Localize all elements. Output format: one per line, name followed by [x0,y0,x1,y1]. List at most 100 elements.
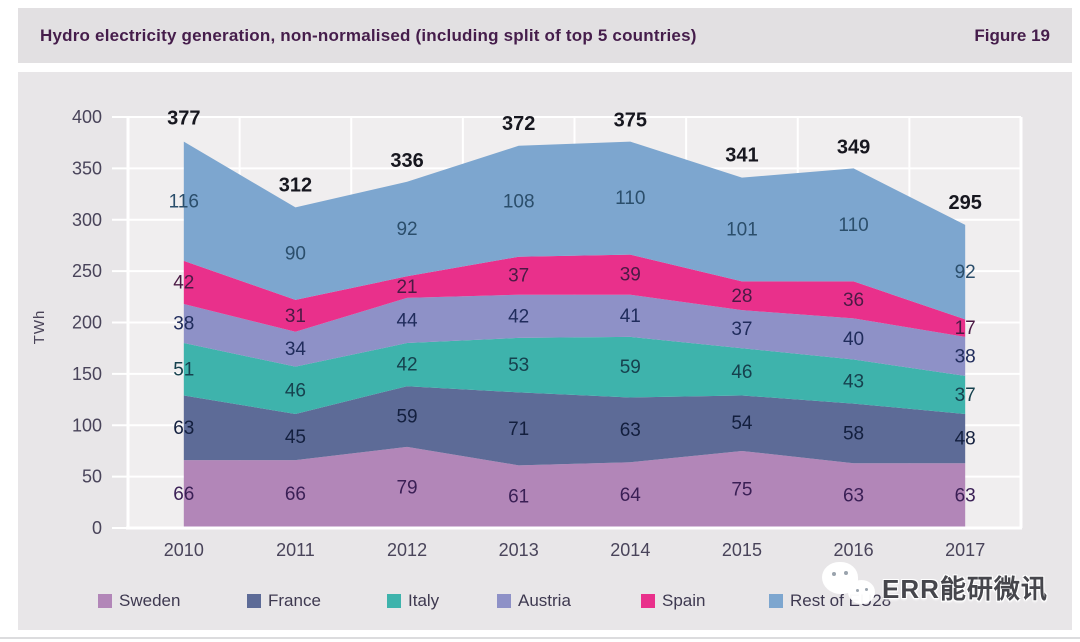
y-tick-label: 0 [92,518,102,538]
chart-panel: 66 66 79 61 64 75 63 63 63 45 59 71 63 54 58 48 51 46 42 53… [18,72,1072,630]
value-label: 41 [620,306,641,327]
legend-swatch [769,594,783,608]
watermark: ERR能研微讯 [820,560,1048,614]
legend-item-austria: Austria [497,591,571,611]
area-band-austria [183,294,966,376]
x-tick-label: 2013 [499,540,539,560]
value-label: 31 [285,306,306,327]
area-band-italy [183,336,966,414]
value-label: 40 [843,329,864,350]
x-tick-label: 2012 [387,540,427,560]
value-label: 28 [731,286,752,307]
value-label: 79 [396,477,417,498]
value-label: 54 [731,413,753,434]
y-tick-label: 150 [72,364,102,384]
watermark-logo-icon [820,560,882,614]
value-label: 37 [731,319,752,340]
value-label: 92 [396,219,417,240]
legend-label: Austria [518,591,571,610]
value-label: 64 [620,485,642,506]
value-label: 58 [843,423,864,444]
legend-item-italy: Italy [387,591,439,611]
total-label: 312 [279,174,312,196]
value-label: 92 [955,262,976,283]
figure-number: Figure 19 [974,25,1050,45]
y-tick-label: 100 [72,415,102,435]
total-label: 377 [167,108,200,130]
legend-label: Italy [408,591,440,610]
value-label: 63 [955,486,976,507]
total-label: 341 [725,145,758,167]
x-tick-label: 2015 [722,540,762,560]
x-tick-label: 2016 [834,540,874,560]
value-label: 53 [508,355,529,376]
value-label: 51 [173,359,194,380]
value-label: 61 [508,487,529,508]
value-label: 46 [731,362,752,383]
legend-label: Spain [662,591,706,610]
y-axis-label: TWh [31,309,48,345]
legend-item-france: France [247,591,321,611]
watermark-text: ERR能研微讯 [882,573,1048,604]
value-label: 46 [285,380,306,401]
y-tick-label: 200 [72,313,102,333]
value-label: 63 [620,420,641,441]
y-tick-label: 250 [72,261,102,281]
legend-swatch [387,594,401,608]
value-label: 38 [173,314,194,335]
legend-item-sweden: Sweden [98,591,180,611]
y-tick-label: 300 [72,210,102,230]
y-tick-label: 50 [82,467,102,487]
value-label: 48 [955,429,976,450]
figure-title: Hydro electricity generation, non-normal… [40,25,697,45]
value-label: 110 [838,215,868,236]
legend-label: Sweden [119,591,181,610]
y-tick-label: 400 [72,107,102,127]
legend-label: France [268,591,321,610]
value-label: 116 [169,191,199,212]
value-label: 59 [396,407,417,428]
value-label: 90 [285,244,306,265]
figure-title-bar: Hydro electricity generation, non-normal… [18,8,1072,63]
value-label: 66 [285,484,306,505]
bottom-divider [0,637,1080,639]
value-label: 101 [726,220,758,241]
x-tick-label: 2011 [276,540,315,560]
value-label: 71 [508,419,529,440]
y-tick-label: 350 [72,158,102,178]
value-label: 37 [955,385,976,406]
total-label: 295 [949,192,982,214]
value-label: 108 [503,191,535,212]
value-label: 42 [173,272,194,293]
stacked-area-chart: 66 66 79 61 64 75 63 63 63 45 59 71 63 54 58 48 51 46 42 53… [72,107,1023,560]
value-label: 110 [615,188,645,209]
value-label: 34 [285,339,307,360]
value-label: 45 [285,427,306,448]
total-label: 349 [837,136,870,158]
legend-swatch [641,594,655,608]
x-tick-label: 2014 [610,540,650,560]
value-label: 17 [955,318,976,339]
legend-swatch [497,594,511,608]
value-label: 75 [731,479,752,500]
value-label: 38 [955,346,976,367]
total-label: 336 [390,150,423,172]
value-label: 36 [843,290,864,311]
total-label: 375 [614,110,647,132]
value-label: 63 [843,486,864,507]
value-label: 39 [620,265,641,286]
value-label: 59 [620,357,641,378]
x-tick-label: 2010 [164,540,204,560]
area-band-spain [183,254,966,337]
value-label: 63 [173,418,194,439]
value-label: 42 [396,355,417,376]
total-label: 372 [502,113,535,135]
area-band-rest-of-eu28 [183,141,966,320]
area-band-sweden [183,446,966,528]
value-label: 66 [173,484,194,505]
legend-swatch [247,594,261,608]
area-band-france [183,386,966,466]
value-label: 42 [508,306,529,327]
legend-item-spain: Spain [641,591,705,611]
